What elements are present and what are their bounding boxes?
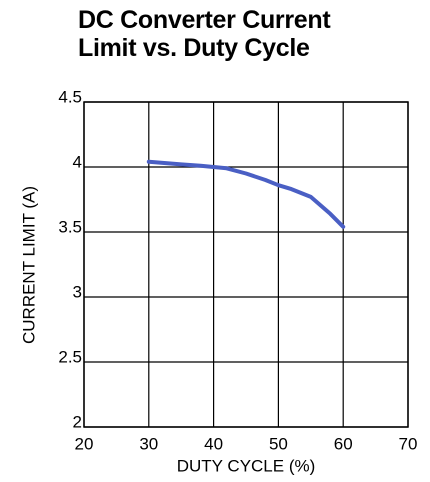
y-axis-label: CURRENT LIMIT (A) [19, 186, 38, 344]
y-tick-label: 4 [73, 152, 82, 171]
y-tick-label: 3.5 [58, 217, 82, 236]
y-tick-label: 3 [73, 282, 82, 301]
data-line [146, 159, 346, 229]
x-axis-label: DUTY CYCLE (%) [177, 456, 316, 475]
x-tick-label: 60 [334, 434, 353, 453]
x-tick-label: 20 [75, 434, 94, 453]
chart-title: DC Converter Current Limit vs. Duty Cycl… [78, 6, 331, 62]
x-tick-label: 70 [399, 434, 418, 453]
plot-frame [83, 101, 409, 428]
x-tick-label: 50 [269, 434, 288, 453]
x-tick-label: 30 [139, 434, 158, 453]
y-tick-label: 2.5 [58, 347, 82, 366]
y-tick-label: 2 [73, 412, 82, 431]
x-tick-label: 40 [204, 434, 223, 453]
y-tick-label: 4.5 [58, 87, 82, 106]
